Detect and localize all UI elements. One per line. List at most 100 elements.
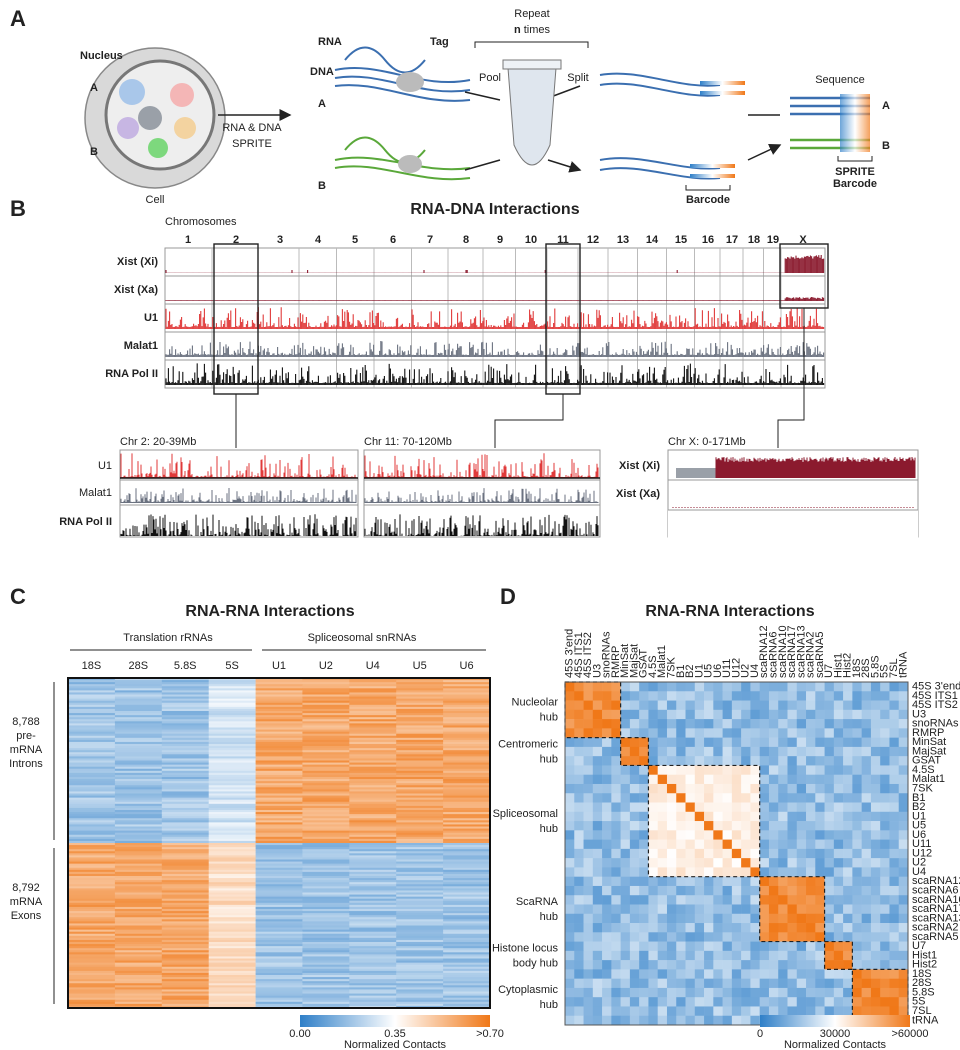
matrix-cell [583, 682, 594, 692]
matrix-cell [741, 839, 751, 850]
matrix-cell [852, 950, 862, 961]
heatmap-cell [68, 1001, 116, 1005]
heatmap-cell [208, 797, 257, 801]
matrix-cell [685, 923, 696, 933]
matrix-cell [583, 728, 594, 738]
heatmap-cell [114, 826, 163, 829]
heatmap-cell [443, 845, 491, 848]
matrix-cell [629, 858, 640, 868]
heatmap-cell [396, 991, 444, 994]
heatmap-cell [255, 810, 303, 813]
chromosome-label: 6 [390, 234, 396, 246]
heatmap-cell [255, 787, 303, 790]
heatmap-cell [255, 713, 303, 716]
matrix-cell [676, 969, 686, 979]
matrix-frame [564, 681, 909, 1026]
column-label: 5.8S [174, 660, 197, 672]
heatmap-cell [349, 869, 397, 873]
matrix-cell [787, 839, 798, 850]
heatmap-cell [208, 758, 257, 761]
matrix-cell [898, 923, 909, 933]
heatmap-cell [255, 906, 303, 910]
heatmap-cell [349, 704, 397, 708]
heatmap-cell [68, 779, 116, 782]
matrix-cell [768, 941, 779, 952]
heatmap-cell [349, 884, 397, 887]
heatmap-cell [443, 948, 491, 951]
matrix-cell [815, 700, 825, 711]
matrix-cell [778, 737, 788, 748]
heatmap-cell [255, 826, 303, 829]
colorbar-label: Normalized Contacts [784, 1039, 887, 1050]
matrix-cell [787, 728, 798, 738]
heatmap-cell [349, 826, 397, 829]
heatmap-cell [208, 972, 257, 976]
matrix-cell [676, 1006, 686, 1017]
heatmap-cell [443, 954, 491, 957]
heatmap-cell [208, 985, 257, 988]
matrix-cell [787, 821, 798, 831]
heatmap-cell [396, 777, 444, 780]
label: Tag [430, 36, 449, 48]
heatmap-cell [396, 838, 444, 842]
heatmap-cell [443, 876, 491, 879]
rna-label: 5.8S [870, 655, 882, 678]
matrix-cell [787, 969, 798, 979]
heatmap-cell [68, 797, 116, 801]
matrix-cell [787, 876, 798, 887]
matrix-cell [602, 719, 612, 729]
matrix-cell [852, 839, 862, 850]
rna-label: 4.5S [647, 655, 659, 678]
matrix-cell [676, 765, 686, 775]
colorbar-tick: 0 [757, 1028, 763, 1040]
matrix-cell [657, 682, 668, 692]
heatmap-cell [68, 966, 116, 970]
matrix-cell [611, 811, 621, 822]
matrix-cell [565, 913, 575, 924]
heatmap-cell [302, 822, 350, 825]
matrix-cell [898, 737, 909, 748]
heatmap-cell [302, 723, 350, 726]
matrix-cell [787, 774, 798, 785]
matrix-cell [648, 895, 658, 905]
heatmap-cell [349, 989, 397, 992]
heatmap-cell [114, 958, 163, 961]
heatmap-cell [68, 772, 116, 776]
heatmap-cell [396, 935, 444, 939]
heatmap-cell [208, 832, 257, 836]
matrix-cell [778, 830, 788, 840]
matrix-cell [852, 691, 862, 701]
heatmap-cell [443, 737, 491, 741]
matrix-cell [750, 941, 760, 952]
matrix-cell [796, 802, 807, 813]
matrix-cell [870, 904, 881, 915]
heatmap-cell [396, 727, 444, 730]
matrix-cell [768, 848, 779, 859]
heatmap-cell [302, 1003, 350, 1007]
heatmap-cell [255, 723, 303, 726]
heatmap-cell [255, 970, 303, 974]
matrix-cell [843, 700, 853, 711]
heatmap-cell [443, 715, 491, 718]
matrix-cell [620, 682, 631, 692]
heatmap-cell [349, 919, 397, 922]
heatmap-cell [114, 946, 163, 949]
heatmap-cell [208, 921, 257, 924]
matrix-cell [898, 765, 909, 775]
heatmap-cell [68, 824, 116, 827]
heatmap-cell [396, 966, 444, 970]
heatmap-cell [208, 981, 257, 984]
heatmap-cell [208, 954, 257, 957]
matrix-cell [676, 737, 686, 748]
heatmap-cell [114, 861, 163, 865]
matrix-cell [592, 950, 603, 961]
matrix-cell [796, 997, 807, 1007]
matrix-cell [685, 867, 696, 877]
matrix-cell [870, 913, 881, 924]
matrix-cell [574, 941, 584, 952]
heatmap-cell [443, 909, 491, 912]
heatmap-cell [161, 873, 210, 877]
rna-label: U11 [721, 659, 733, 678]
heatmap-cell [208, 717, 257, 720]
matrix-cell [870, 895, 881, 905]
